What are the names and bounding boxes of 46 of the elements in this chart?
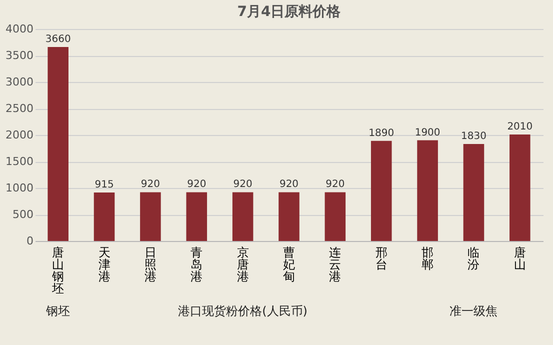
- bar: [370, 140, 392, 241]
- data-label: 920: [233, 179, 252, 190]
- x-tick-label: 唐山钢坯: [51, 246, 64, 296]
- x-tick-label: 日照港: [144, 246, 156, 284]
- chart-title: 7月4日原料价格: [237, 4, 342, 20]
- bar: [48, 47, 68, 241]
- y-tick-label: 1000: [6, 182, 34, 194]
- data-label: 920: [326, 179, 345, 190]
- y-tick-label: 2500: [6, 102, 34, 115]
- data-label: 2010: [507, 121, 533, 132]
- bar: [463, 144, 484, 241]
- x-tick-label: 连云港: [329, 246, 342, 284]
- x-tick-label: 邯郸: [422, 246, 434, 272]
- y-tick-label: 3500: [6, 49, 34, 62]
- x-tick-label: 唐山: [514, 246, 526, 272]
- bar: [324, 192, 346, 241]
- bar: [186, 192, 208, 241]
- y-tick-label: 4000: [6, 22, 34, 36]
- y-tick-label: 3000: [6, 76, 34, 88]
- data-label: 920: [187, 179, 206, 190]
- data-label: 915: [94, 180, 114, 191]
- y-tick-label: 1500: [6, 155, 34, 168]
- y-tick-label: 2000: [6, 128, 34, 142]
- x-tick-label: 邢台: [375, 246, 388, 272]
- x-tick-label: 青岛港: [190, 246, 203, 284]
- data-label: 1830: [461, 131, 486, 142]
- x-tick-label: 临汾: [468, 246, 480, 272]
- bar: [417, 140, 438, 241]
- bar: [140, 192, 161, 241]
- data-label: 1900: [414, 127, 440, 138]
- bar: [510, 134, 530, 241]
- data-label: 920: [279, 179, 299, 190]
- x-tick-label: 曹妃甸: [283, 246, 295, 284]
- text: 钢坯: [45, 304, 70, 318]
- bar: [232, 192, 254, 241]
- text: 港口现货粉价格(人民币): [178, 304, 308, 318]
- text: 准一级焦: [450, 304, 498, 318]
- x-tick-label: 京唐港: [236, 246, 249, 284]
- bar: [278, 192, 300, 241]
- x-tick-label: 天津港: [98, 246, 110, 284]
- data-label: 920: [140, 179, 160, 190]
- y-tick-label: 500: [12, 208, 34, 221]
- data-label: 3660: [45, 34, 71, 46]
- bar: [94, 192, 115, 241]
- y-tick-label: 0: [26, 234, 34, 248]
- data-label: 1890: [368, 128, 394, 139]
